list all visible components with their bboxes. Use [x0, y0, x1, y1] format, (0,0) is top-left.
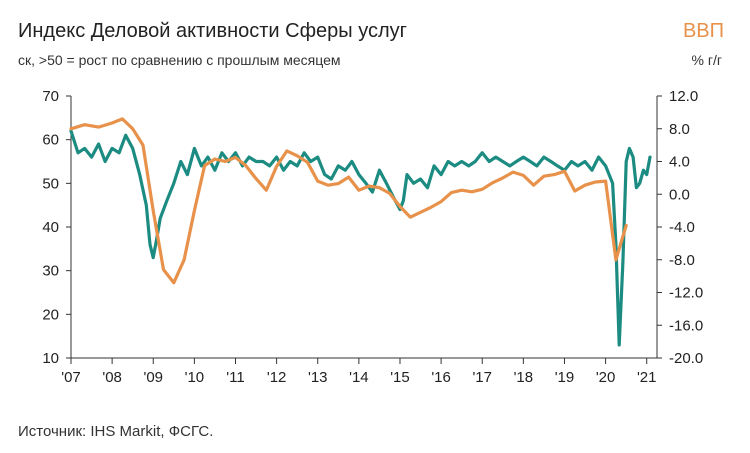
x-tick-label: '11: [226, 369, 244, 386]
y-left-tick-label: 70: [42, 88, 59, 105]
x-tick-label: '18: [514, 369, 534, 386]
y-left-tick-label: 30: [42, 263, 59, 280]
x-tick-label: '14: [349, 369, 369, 386]
y-right-tick-label: -8.0: [669, 252, 695, 269]
x-tick-label: '19: [555, 369, 575, 386]
x-tick-label: '21: [637, 369, 657, 386]
x-tick-label: '13: [308, 369, 328, 386]
y-left-tick-label: 40: [42, 219, 59, 236]
x-tick-label: '07: [61, 369, 81, 386]
y-right-tick-label: -4.0: [669, 219, 695, 236]
x-tick-label: '17: [472, 369, 492, 386]
y-left-tick-label: 20: [42, 306, 59, 323]
y-right-tick-label: 0.0: [669, 186, 690, 203]
y-right-tick-label: 4.0: [669, 154, 690, 171]
x-tick-label: '20: [596, 369, 616, 386]
x-tick-label: '16: [431, 369, 451, 386]
y-right-tick-label: -20.0: [669, 350, 703, 367]
y-right-tick-label: -12.0: [669, 285, 703, 302]
right-axis-unit: % г/г: [691, 52, 722, 68]
x-tick-label: '08: [102, 369, 122, 386]
x-tick-label: '09: [143, 369, 163, 386]
chart-title: Индекс Деловой активности Сферы услуг: [18, 20, 407, 42]
y-left-tick-label: 60: [42, 132, 59, 149]
chart-subtitle: ск, >50 = рост по сравнению с прошлым ме…: [18, 52, 341, 68]
y-left-tick-label: 50: [42, 175, 59, 192]
x-tick-label: '12: [267, 369, 287, 386]
y-left-tick-label: 10: [42, 350, 59, 367]
source-note: Источник: IHS Markit, ФСГС.: [18, 423, 214, 440]
y-right-tick-label: -16.0: [669, 317, 703, 334]
x-tick-label: '10: [185, 369, 205, 386]
y-right-tick-label: 12.0: [669, 88, 698, 105]
gdp-series-line: [69, 117, 628, 285]
x-tick-label: '15: [390, 369, 410, 386]
right-axis-title: ВВП: [682, 20, 724, 42]
y-right-tick-label: 8.0: [669, 121, 690, 138]
pmi-series-line: [69, 129, 652, 347]
